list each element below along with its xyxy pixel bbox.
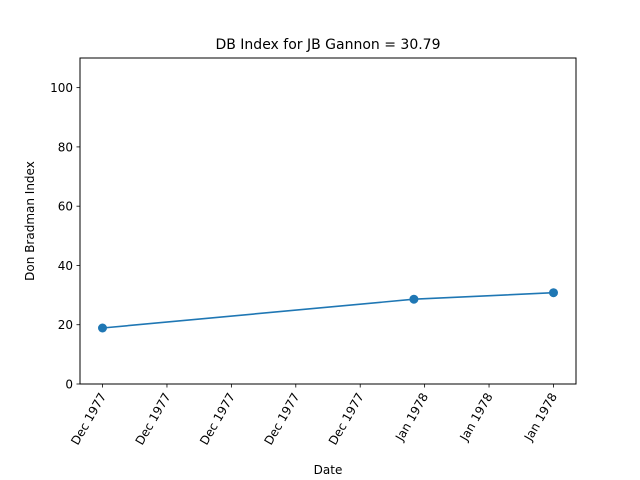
x-tick-label: Dec 1977 xyxy=(197,391,238,448)
x-tick-label: Jan 1978 xyxy=(521,391,560,445)
y-tick-label: 0 xyxy=(65,378,73,392)
chart-title: DB Index for JB Gannon = 30.79 xyxy=(215,37,440,53)
x-tick-label: Jan 1978 xyxy=(392,391,431,445)
x-axis-label: Date xyxy=(314,463,343,477)
x-tick-label: Dec 1977 xyxy=(133,391,174,448)
x-tick-label: Dec 1977 xyxy=(68,391,109,448)
y-tick-label: 40 xyxy=(58,259,73,273)
data-point xyxy=(409,294,419,304)
y-tick-label: 100 xyxy=(50,81,73,95)
x-tick-label: Dec 1977 xyxy=(326,391,367,448)
plot-frame xyxy=(79,57,577,385)
data-point xyxy=(549,288,558,298)
x-axis: Dec 1977 Dec 1977 Dec 1977 Dec 1977 Dec 1977… xyxy=(68,384,560,447)
y-axis: 0 20 40 60 80 100 xyxy=(50,81,80,392)
x-tick-label: Dec 1977 xyxy=(261,391,302,448)
y-tick-label: 20 xyxy=(58,318,73,332)
series-line xyxy=(102,291,554,329)
y-tick-label: 60 xyxy=(58,200,73,214)
data-point xyxy=(98,323,107,333)
y-axis-label: Don Bradman Index xyxy=(23,161,37,281)
x-tick-label: Jan 1978 xyxy=(457,391,496,445)
plot-area xyxy=(98,288,558,333)
y-tick-label: 80 xyxy=(58,140,73,154)
